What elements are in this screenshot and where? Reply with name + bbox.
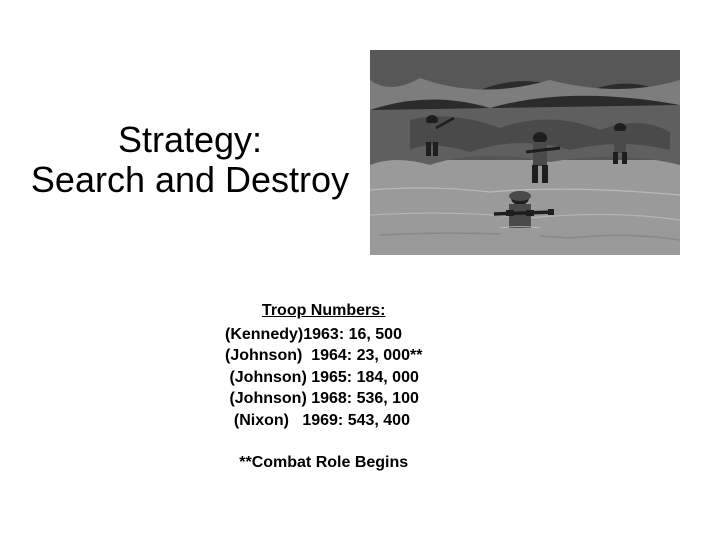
title-line-2: Search and Destroy	[20, 160, 360, 200]
troops-photo	[370, 50, 680, 255]
troop-row: (Johnson) 1965: 184, 000	[225, 367, 422, 389]
slide-title: Strategy: Search and Destroy	[20, 120, 360, 199]
title-line-1: Strategy:	[20, 120, 360, 160]
troops-photo-svg	[370, 50, 680, 255]
troop-footnote: **Combat Role Begins	[225, 452, 422, 474]
troop-row: (Kennedy)1963: 16, 500	[225, 324, 422, 346]
troop-row: (Johnson) 1964: 23, 000**	[225, 345, 422, 367]
troop-row: (Nixon) 1969: 543, 400	[225, 410, 422, 432]
troop-row: (Johnson) 1968: 536, 100	[225, 388, 422, 410]
troop-numbers-block: Troop Numbers: (Kennedy)1963: 16, 500 (J…	[225, 300, 422, 473]
troop-numbers-heading: Troop Numbers:	[225, 300, 422, 322]
